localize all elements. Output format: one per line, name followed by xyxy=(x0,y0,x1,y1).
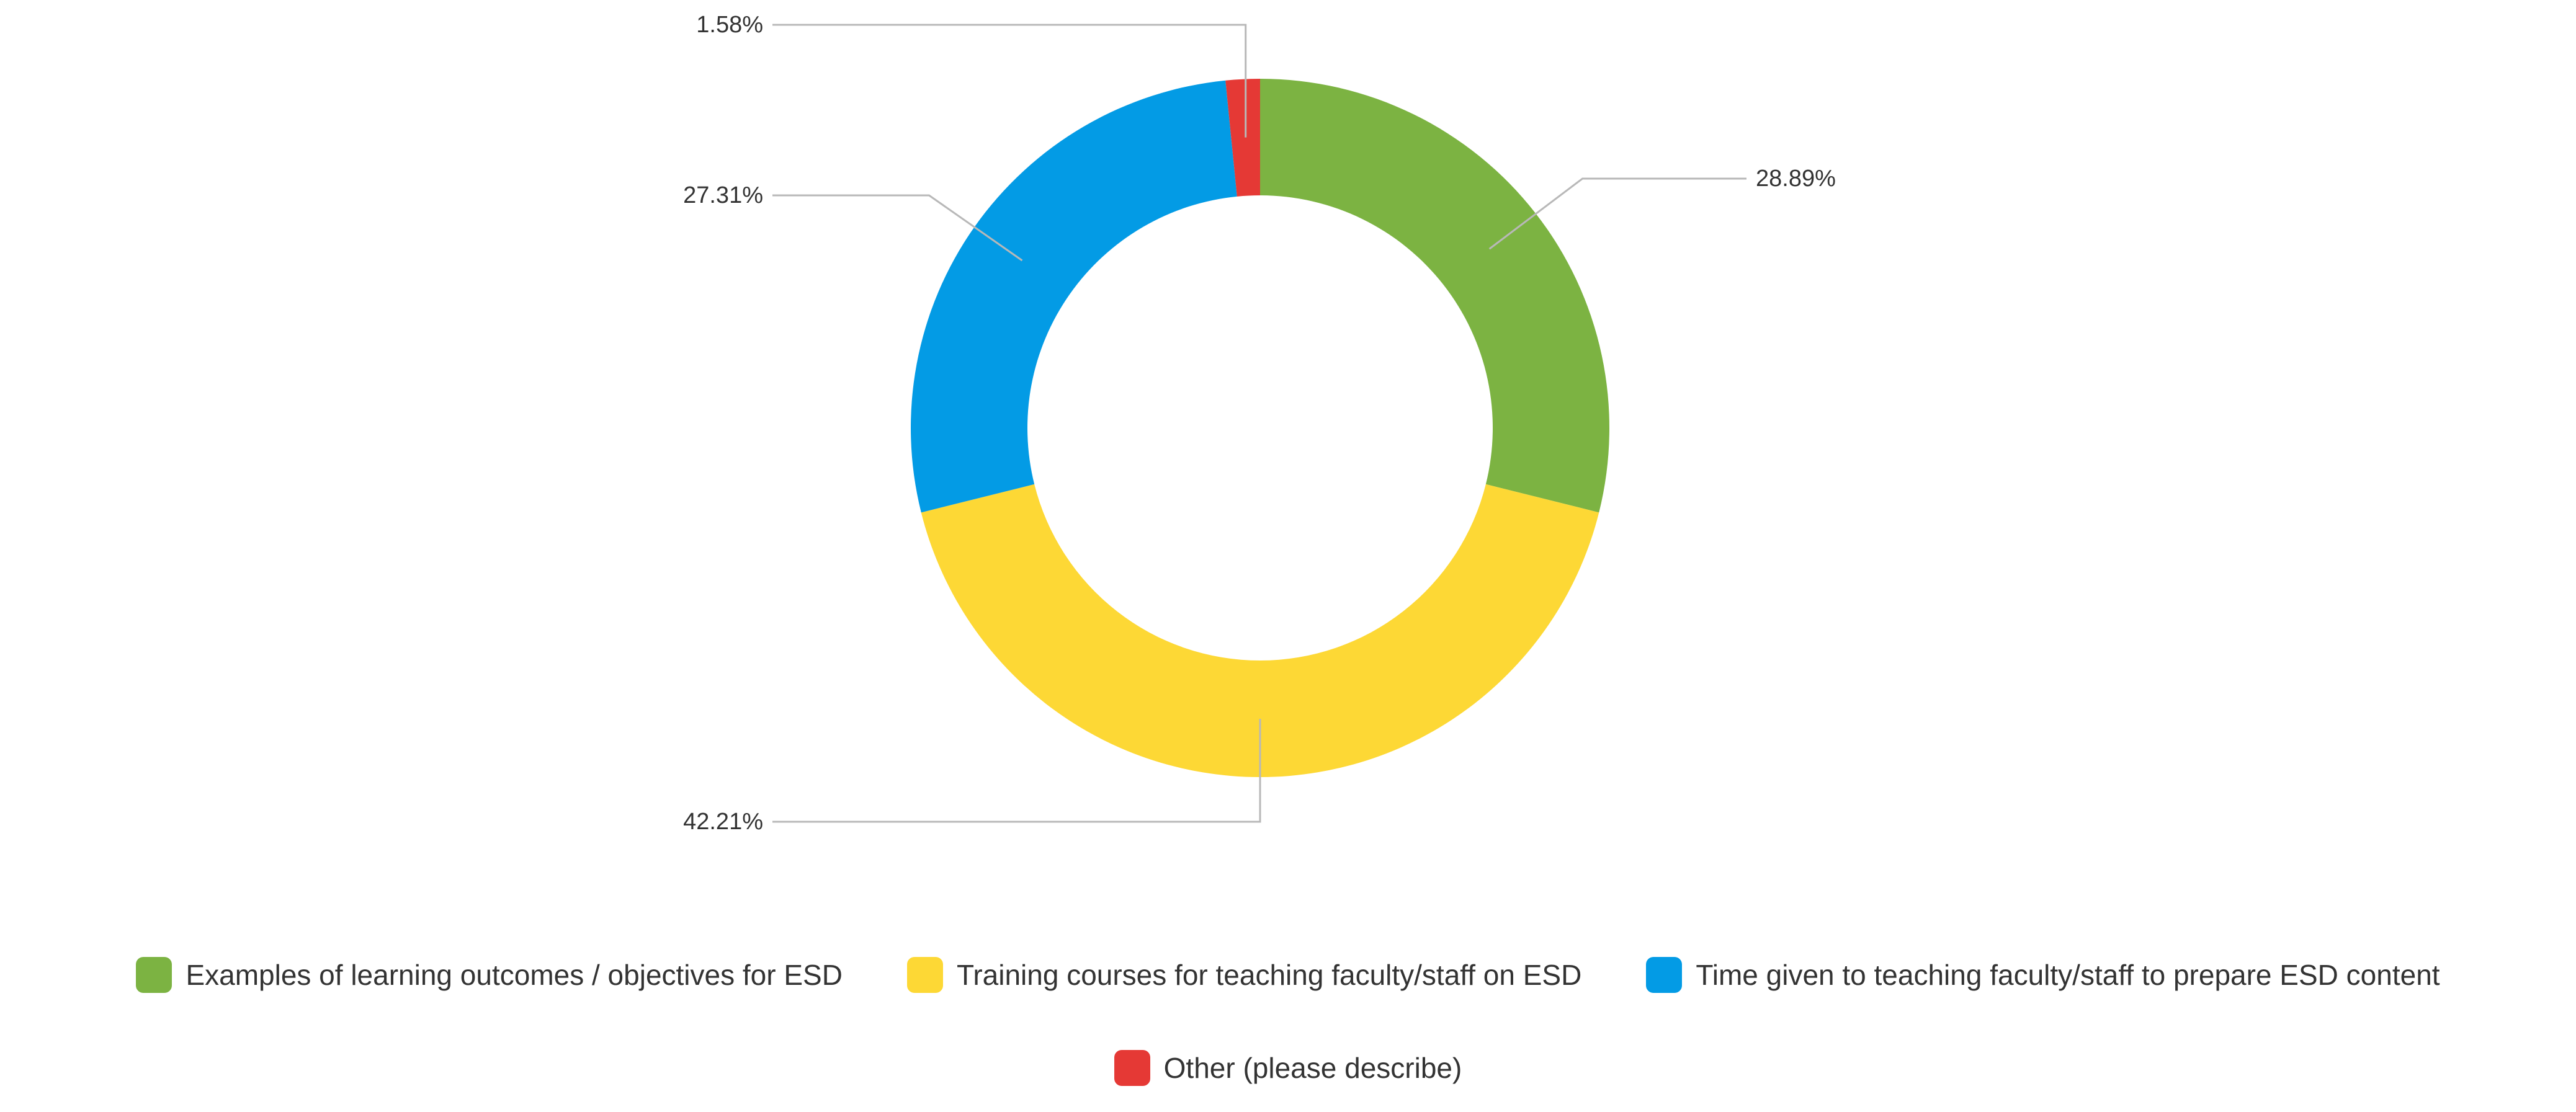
legend-swatch-training xyxy=(906,957,943,993)
legend-swatch-other xyxy=(1114,1050,1150,1086)
leader-lines xyxy=(772,24,1746,823)
legend-item-training[interactable]: Training courses for teaching faculty/st… xyxy=(906,957,1582,993)
legend: Examples of learning outcomes / objectiv… xyxy=(0,957,2576,993)
legend-label-training: Training courses for teaching faculty/st… xyxy=(956,959,1582,991)
donut-slices xyxy=(911,79,1609,777)
legend-swatch-examples xyxy=(136,957,172,993)
legend-second-row: Other (please describe) xyxy=(0,1050,2576,1086)
slice-value-label-other: 1.58% xyxy=(696,12,763,38)
legend-item-time[interactable]: Time given to teaching faculty/staff to … xyxy=(1646,957,2440,993)
legend-swatch-time xyxy=(1646,957,1683,993)
legend-item-examples[interactable]: Examples of learning outcomes / objectiv… xyxy=(136,957,843,993)
leader-line-time xyxy=(772,194,1023,262)
legend-item-other[interactable]: Other (please describe) xyxy=(1114,1050,1462,1086)
slice-value-label-time: 27.31% xyxy=(683,182,763,208)
donut-slice-examples[interactable] xyxy=(1260,79,1609,513)
legend-label-time: Time given to teaching faculty/staff to … xyxy=(1696,959,2440,991)
legend-label-other: Other (please describe) xyxy=(1163,1052,1462,1084)
leader-line-examples xyxy=(1488,177,1746,250)
donut-slice-other[interactable] xyxy=(1225,79,1260,197)
legend-label-examples: Examples of learning outcomes / objectiv… xyxy=(186,959,843,991)
slice-value-label-examples: 28.89% xyxy=(1756,166,1836,192)
slice-value-label-training: 42.21% xyxy=(683,809,763,835)
donut-slice-time[interactable] xyxy=(911,80,1237,513)
donut-slice-training[interactable] xyxy=(921,484,1599,777)
slice-value-labels: 28.89% 42.21% 27.31% 1.58% xyxy=(683,12,1836,835)
leader-line-training xyxy=(772,719,1261,823)
leader-line-other xyxy=(772,24,1247,138)
